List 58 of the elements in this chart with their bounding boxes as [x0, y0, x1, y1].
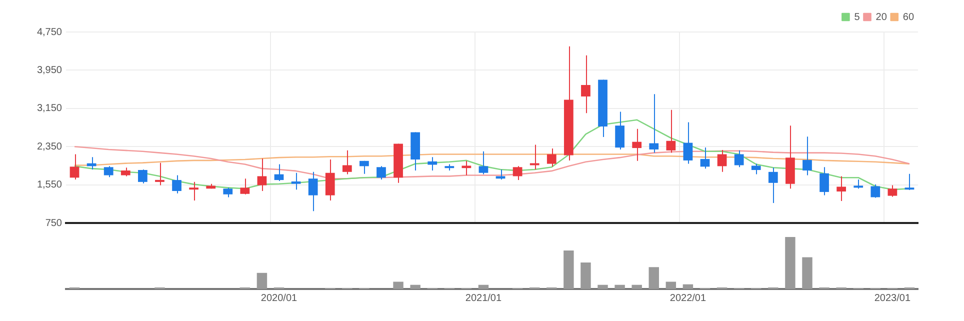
candlestick [172, 174, 182, 194]
bar [632, 284, 642, 289]
candlestick [104, 166, 114, 178]
candlestick [376, 166, 386, 180]
bar [580, 262, 591, 289]
candlestick [120, 167, 130, 177]
legend-label: 60 [902, 12, 914, 23]
y-tick-label: 1,550 [36, 180, 62, 191]
candlestick [802, 136, 812, 176]
candlestick [734, 150, 744, 168]
candlestick [751, 163, 761, 175]
candlestick [666, 109, 676, 154]
bar [598, 284, 608, 289]
candlestick [240, 178, 250, 195]
candlestick [598, 79, 608, 138]
candlestick [189, 181, 198, 202]
bar [666, 282, 676, 289]
x-tick-label: 2021/01 [465, 292, 502, 304]
candlestick [820, 166, 829, 196]
bar [410, 284, 420, 289]
legend-label: 20 [876, 12, 888, 23]
candlestick [155, 162, 164, 186]
candlestick [308, 171, 318, 212]
x-tick-label: 2023/01 [874, 292, 911, 304]
bar [802, 257, 812, 289]
bar [393, 282, 404, 289]
bar [682, 284, 694, 289]
candlestick [870, 184, 880, 198]
candlestick [410, 132, 420, 171]
y-tick-label: 3,950 [36, 64, 62, 76]
candlestick [138, 169, 148, 184]
candlestick [786, 125, 795, 190]
x-tick-label: 2022/01 [670, 292, 706, 304]
candlestick [854, 179, 864, 190]
candlestick [325, 158, 335, 202]
candlestick [394, 143, 403, 184]
candlestick [530, 144, 540, 170]
candlestick [564, 46, 574, 161]
candlestick [546, 148, 556, 168]
bar [564, 250, 574, 289]
bar [256, 272, 268, 289]
candlestick [581, 54, 590, 114]
y-tick-label: 750 [45, 218, 62, 229]
bar [614, 284, 625, 289]
bar [478, 284, 489, 289]
y-tick-label: 2,350 [36, 141, 62, 152]
y-tick-label: 3,150 [36, 103, 62, 114]
y-tick-label: 4,750 [36, 26, 62, 38]
bar [785, 237, 796, 289]
candlestick [223, 187, 233, 198]
legend-label: 5 [854, 12, 860, 23]
candlestick [768, 167, 778, 204]
candlestick [836, 176, 846, 202]
x-tick-label: 2020/01 [260, 292, 298, 304]
candlestick [342, 150, 352, 175]
bar [648, 267, 659, 289]
candlestick [444, 164, 454, 171]
candlestick [615, 111, 624, 150]
